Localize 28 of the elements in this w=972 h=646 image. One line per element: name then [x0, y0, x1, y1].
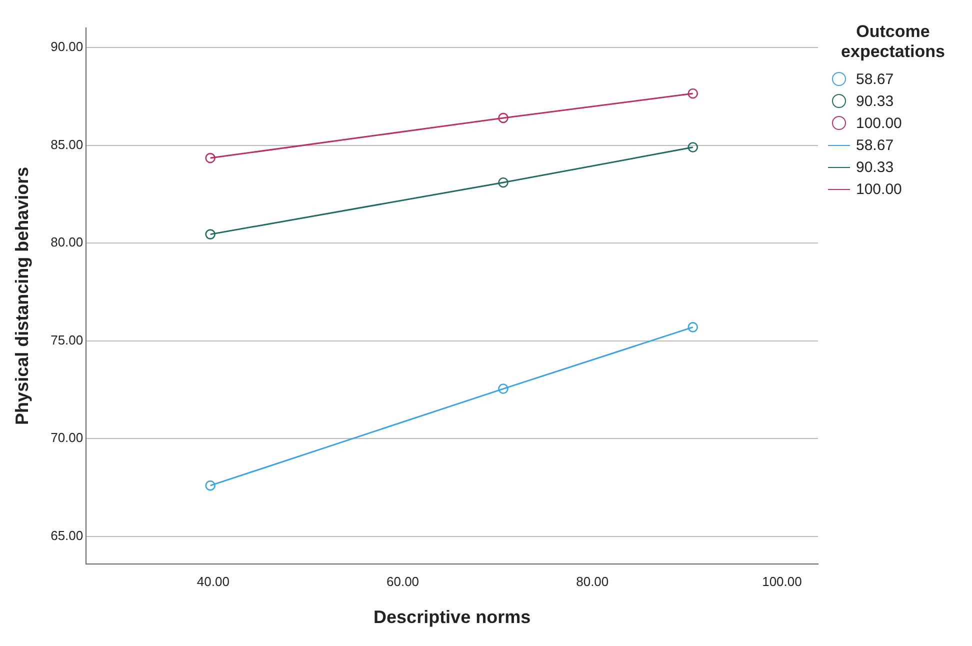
y-tick-label: 85.00: [50, 136, 84, 152]
point: [205, 152, 216, 164]
legend-label: 58.67: [856, 136, 894, 154]
point: [498, 112, 508, 124]
point: [205, 229, 216, 240]
point: [205, 480, 216, 491]
point: [498, 177, 508, 188]
x-tick-label: 80.00: [576, 574, 609, 590]
x-tick-label: 60.00: [386, 574, 420, 590]
point: [498, 384, 508, 394]
y-tick-label: 90.00: [50, 39, 84, 54]
text: 58.67: [856, 70, 894, 88]
legend-title: Outcome expectations: [840, 22, 946, 62]
y-tick-label: 80.00: [50, 234, 84, 250]
point: [688, 88, 698, 99]
point: [688, 142, 698, 152]
legend-label: 90.33: [856, 158, 894, 176]
x-axis-title: Descriptive norms: [374, 607, 531, 628]
y-tick-label: 65.00: [50, 528, 84, 543]
legend-label: 100.00: [856, 114, 902, 132]
text: 90.33: [856, 92, 894, 110]
x-tick-label: 40.00: [196, 574, 230, 590]
x-tick-label: 100.00: [762, 574, 802, 590]
y-tick-label: 75.00: [50, 332, 84, 348]
point: [688, 322, 698, 332]
y-tick-label: 70.00: [50, 430, 84, 446]
text: 100.00: [856, 180, 902, 198]
y-axis-title: Physical distancing behaviors: [12, 166, 32, 425]
